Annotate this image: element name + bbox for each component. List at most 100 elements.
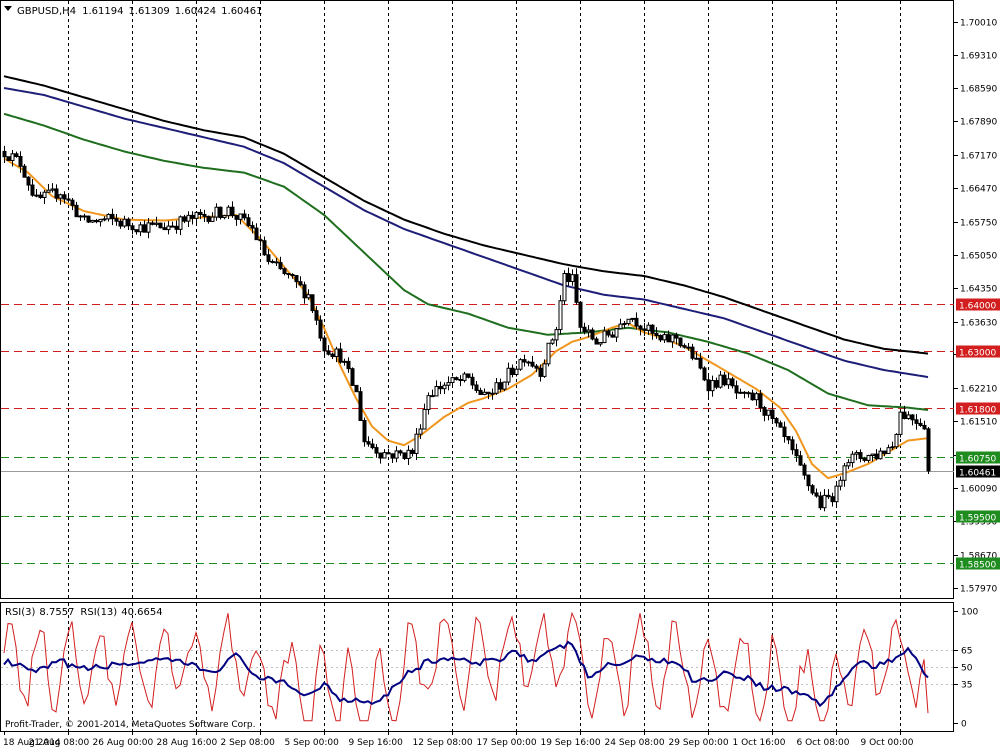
candle-body-down — [594, 338, 599, 345]
candle — [358, 387, 363, 422]
candle-body-up — [694, 357, 699, 360]
candle-body-up — [238, 213, 243, 220]
candle — [870, 453, 875, 462]
candle-body-up — [570, 274, 575, 283]
candle-body-down — [198, 211, 203, 215]
candle-body-down — [438, 385, 443, 390]
candle — [34, 188, 39, 198]
chevron-down-icon[interactable] — [4, 6, 12, 11]
candle — [442, 382, 447, 394]
candle — [310, 294, 315, 313]
candle — [594, 336, 599, 345]
candle — [714, 377, 719, 390]
candle-body-down — [234, 215, 239, 220]
date-tick-label: 9 Oct 00:00 — [861, 738, 914, 748]
candle-body-down — [802, 464, 807, 476]
candle — [46, 184, 51, 193]
candle-body-down — [606, 330, 611, 336]
candle — [506, 362, 511, 386]
candle-body-down — [642, 328, 647, 331]
candle-body-up — [446, 382, 451, 386]
candle — [886, 444, 891, 454]
candle — [422, 403, 427, 430]
candle-body-down — [398, 450, 403, 454]
candle-body-down — [666, 334, 671, 343]
level-tag — [956, 557, 1000, 570]
candle — [270, 259, 275, 264]
candle-body-down — [330, 353, 335, 358]
candle-body-down — [814, 492, 819, 497]
candle — [242, 209, 247, 221]
candle-body-up — [546, 342, 551, 365]
candle-body-up — [626, 318, 631, 325]
candle — [790, 436, 795, 455]
candle — [62, 191, 67, 204]
candle-body-down — [326, 350, 331, 355]
candle-body-up — [10, 153, 15, 161]
candle-body-up — [222, 215, 227, 219]
candle — [142, 220, 147, 233]
candle-body-down — [746, 392, 751, 395]
candle-body-down — [314, 310, 319, 321]
candle — [926, 426, 931, 474]
candle-body-down — [578, 301, 583, 328]
level-tag-label: 1.58500 — [959, 561, 996, 571]
candle-body-down — [922, 424, 927, 430]
candle — [842, 462, 847, 487]
candle-body-down — [2, 150, 7, 158]
candle-body-up — [614, 328, 619, 338]
candle-body-up — [98, 218, 103, 223]
candle-body-down — [638, 325, 643, 330]
candle — [590, 327, 595, 341]
candle — [774, 416, 779, 427]
candle — [10, 149, 15, 167]
candle-body-down — [882, 450, 887, 454]
candle — [614, 328, 619, 343]
candle-body-down — [770, 409, 775, 420]
candle-body-down — [918, 422, 923, 426]
rsi-tick-label: 100 — [961, 608, 978, 618]
candle — [474, 380, 479, 393]
candle — [454, 376, 459, 381]
candle-body-down — [202, 213, 207, 217]
candle — [518, 358, 523, 371]
candle-body-down — [338, 348, 343, 363]
candle — [538, 364, 543, 382]
candle — [770, 406, 775, 423]
candle — [622, 320, 627, 329]
header-open: 1.61194 — [82, 6, 123, 17]
candle-body-down — [498, 382, 503, 390]
price-tick-label: 1.67890 — [960, 118, 997, 128]
candle-body-up — [618, 323, 623, 330]
candle — [674, 332, 679, 345]
candle — [826, 489, 831, 500]
rsi13-line — [3, 640, 929, 708]
candle-body-down — [862, 458, 867, 461]
candle — [546, 342, 551, 367]
candle-body-down — [182, 216, 187, 222]
candle — [426, 392, 431, 415]
candle — [586, 325, 591, 338]
candle — [438, 381, 443, 395]
candle — [302, 281, 307, 304]
current-price-tag — [956, 465, 1000, 478]
candle-body-down — [402, 452, 407, 459]
candle — [730, 376, 735, 389]
candle — [138, 221, 143, 237]
candle-body-down — [410, 449, 415, 454]
date-tick-label: 9 Sep 16:00 — [349, 738, 404, 748]
candle — [178, 215, 183, 236]
rsi-grid — [1, 650, 954, 685]
candle-body-up — [418, 428, 423, 435]
candle — [6, 156, 11, 161]
candle — [758, 389, 763, 412]
candle — [906, 411, 911, 420]
candle-body-up — [482, 391, 487, 395]
candle — [878, 447, 883, 460]
candle — [850, 451, 855, 468]
candle-body-up — [890, 446, 895, 449]
candle-body-up — [514, 368, 519, 375]
candle-body-down — [910, 414, 915, 421]
candle — [566, 267, 571, 286]
